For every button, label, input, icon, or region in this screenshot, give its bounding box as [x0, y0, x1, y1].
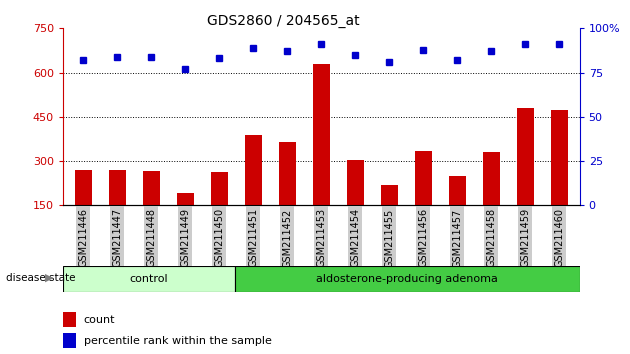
Bar	[415, 151, 432, 250]
Bar	[449, 176, 466, 250]
Text: GSM211449: GSM211449	[180, 208, 190, 267]
Text: percentile rank within the sample: percentile rank within the sample	[84, 336, 272, 346]
Bar	[75, 170, 92, 250]
Text: GSM211450: GSM211450	[214, 208, 224, 268]
Bar	[381, 185, 398, 250]
Bar	[245, 135, 262, 250]
Text: GDS2860 / 204565_at: GDS2860 / 204565_at	[207, 14, 360, 28]
Bar	[313, 64, 329, 250]
Text: GSM211448: GSM211448	[146, 208, 156, 267]
Text: GSM211460: GSM211460	[554, 208, 564, 267]
Text: GSM211446: GSM211446	[78, 208, 88, 267]
Bar	[143, 171, 160, 250]
Text: GSM211454: GSM211454	[350, 208, 360, 268]
Text: control: control	[130, 274, 168, 284]
Bar	[483, 152, 500, 250]
Text: GSM211455: GSM211455	[384, 208, 394, 268]
Text: GSM211458: GSM211458	[486, 208, 496, 268]
Text: GSM211456: GSM211456	[418, 208, 428, 268]
Text: aldosterone-producing adenoma: aldosterone-producing adenoma	[316, 274, 498, 284]
Bar	[63, 333, 76, 348]
Bar	[211, 172, 228, 250]
Bar	[279, 142, 296, 250]
Bar	[177, 193, 194, 250]
Bar	[63, 266, 235, 292]
Text: GSM211447: GSM211447	[112, 208, 122, 268]
Text: ▶: ▶	[45, 273, 54, 283]
Text: GSM211453: GSM211453	[316, 208, 326, 268]
Bar	[346, 160, 364, 250]
Text: GSM211457: GSM211457	[452, 208, 462, 268]
Bar	[235, 266, 580, 292]
Bar	[517, 108, 534, 250]
Bar	[109, 170, 126, 250]
Bar	[551, 110, 568, 250]
Text: GSM211459: GSM211459	[520, 208, 530, 268]
Text: disease state: disease state	[6, 273, 76, 283]
Text: GSM211451: GSM211451	[248, 208, 258, 268]
Bar	[63, 312, 76, 327]
Text: GSM211452: GSM211452	[282, 208, 292, 268]
Text: count: count	[84, 315, 115, 325]
